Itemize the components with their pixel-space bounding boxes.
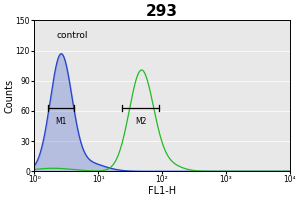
Text: M1: M1 bbox=[55, 117, 67, 126]
X-axis label: FL1-H: FL1-H bbox=[148, 186, 176, 196]
Y-axis label: Counts: Counts bbox=[4, 79, 14, 113]
Text: M2: M2 bbox=[135, 117, 146, 126]
Title: 293: 293 bbox=[146, 4, 178, 19]
Text: control: control bbox=[57, 31, 88, 40]
